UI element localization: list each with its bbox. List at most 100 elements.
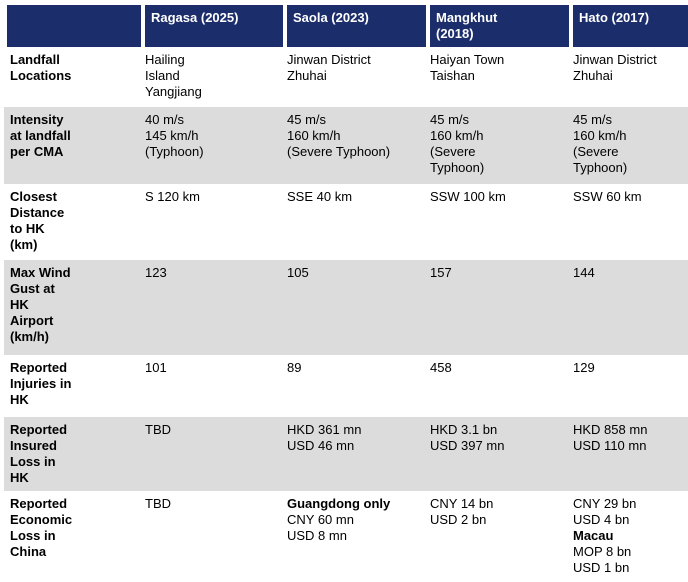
table-row: Closest Distance to HK (km) S 120 km SSE 40 k…: [4, 184, 688, 260]
row-label-line: Reported: [10, 422, 68, 437]
cell-line: USD 2 bn: [430, 512, 487, 527]
column-header-cell: Saola (2023): [283, 5, 426, 47]
row-header-cell: Landfall Locations: [4, 47, 141, 107]
cell-line: USD 46 mn: [287, 438, 355, 453]
cell-line: 123: [145, 265, 167, 280]
table-row: Max Wind Gust at HK Airport (km/h) 123 105 157 1…: [4, 260, 688, 355]
row-label-line: at landfall: [10, 128, 71, 143]
cell-line: Typhoon): [430, 160, 485, 175]
typhoon-comparison-table: Ragasa (2025) Saola (2023) Mangkhut (2018) H…: [0, 5, 688, 582]
row-label-line: Reported: [10, 496, 68, 511]
row-header-cell: Closest Distance to HK (km): [4, 184, 141, 260]
cell-line: Macau: [573, 528, 614, 543]
table-row: Landfall Locations Hailing Island Yangjiang J…: [4, 47, 688, 107]
cell-line: 101: [145, 360, 167, 375]
cell-line: 89: [287, 360, 302, 375]
cell-line: (Severe Typhoon): [287, 144, 391, 159]
cell-line: S 120 km: [145, 189, 200, 204]
cell-line: 458: [430, 360, 452, 375]
cell-line: Haiyan Town: [430, 52, 505, 67]
cell-line: USD 4 bn: [573, 512, 630, 527]
data-cell: TBD: [141, 491, 283, 582]
data-cell: 45 m/s 160 km/h (Severe Typhoon): [426, 107, 569, 184]
corner-cell: [7, 5, 141, 47]
cell-line: CNY 60 mn: [287, 512, 354, 527]
cell-line: MOP 8 bn: [573, 544, 632, 559]
column-header-label: Mangkhut: [436, 10, 498, 25]
column-header-cell: Ragasa (2025): [141, 5, 283, 47]
cell-line: SSW 100 km: [430, 189, 506, 204]
row-label-line: per CMA: [10, 144, 64, 159]
data-cell: HKD 858 mn USD 110 mn: [569, 417, 688, 491]
column-header-label: Saola (2023): [293, 10, 369, 25]
data-cell: SSE 40 km: [283, 184, 426, 260]
row-label-line: HK: [10, 470, 29, 485]
data-cell: 101: [141, 355, 283, 417]
cell-line: 160 km/h: [430, 128, 484, 143]
data-cell: Hailing Island Yangjiang: [141, 47, 283, 107]
cell-line: Jinwan District: [573, 52, 657, 67]
cell-line: 145 km/h: [145, 128, 199, 143]
cell-line: USD 8 mn: [287, 528, 347, 543]
column-header-cell: Mangkhut (2018): [426, 5, 569, 47]
data-cell: 105: [283, 260, 426, 355]
row-header-cell: Max Wind Gust at HK Airport (km/h): [4, 260, 141, 355]
row-header-cell: Reported Economic Loss in China: [4, 491, 141, 582]
cell-line: USD 110 mn: [573, 438, 647, 453]
cell-line: (Severe: [573, 144, 619, 159]
row-label-line: Loss in: [10, 454, 56, 469]
row-label-line: Distance: [10, 205, 65, 220]
row-header-cell: Intensity at landfall per CMA: [4, 107, 141, 184]
data-cell: 144: [569, 260, 688, 355]
cell-line: HKD 3.1 bn: [430, 422, 498, 437]
cell-line: Island: [145, 68, 180, 83]
cell-line: CNY 29 bn: [573, 496, 637, 511]
data-cell: 45 m/s 160 km/h (Severe Typhoon): [283, 107, 426, 184]
row-label-line: to HK: [10, 221, 45, 236]
data-cell: Guangdong only CNY 60 mn USD 8 mn: [283, 491, 426, 582]
row-label-line: Insured: [10, 438, 57, 453]
row-header-cell: Reported Insured Loss in HK: [4, 417, 141, 491]
cell-line: USD 397 mn: [430, 438, 505, 453]
row-label-line: Intensity: [10, 112, 64, 127]
data-cell: Jinwan District Zhuhai: [569, 47, 688, 107]
data-cell: HKD 3.1 bn USD 397 mn: [426, 417, 569, 491]
data-cell: 123: [141, 260, 283, 355]
cell-line: 45 m/s: [430, 112, 470, 127]
cell-line: SSE 40 km: [287, 189, 353, 204]
cell-line: 129: [573, 360, 595, 375]
data-cell: 458: [426, 355, 569, 417]
cell-line: HKD 858 mn: [573, 422, 648, 437]
row-label-line: Reported: [10, 360, 68, 375]
table-row: Intensity at landfall per CMA 40 m/s 145 km/…: [4, 107, 688, 184]
row-label-line: (km/h): [10, 329, 49, 344]
cell-line: Zhuhai: [287, 68, 327, 83]
row-label-line: Closest: [10, 189, 57, 204]
cell-line: Yangjiang: [145, 84, 202, 99]
row-label-line: Airport: [10, 313, 54, 328]
row-label-line: Max Wind: [10, 265, 71, 280]
data-cell: 129: [569, 355, 688, 417]
data-cell: CNY 14 bn USD 2 bn: [426, 491, 569, 582]
cell-line: 157: [430, 265, 452, 280]
cell-line: CNY 14 bn: [430, 496, 494, 511]
row-label-line: Landfall: [10, 52, 60, 67]
data-cell: SSW 60 km: [569, 184, 688, 260]
cell-line: 160 km/h: [573, 128, 627, 143]
data-cell: 89: [283, 355, 426, 417]
cell-line: Hailing: [145, 52, 185, 67]
row-label-line: Locations: [10, 68, 72, 83]
cell-line: 160 km/h: [287, 128, 341, 143]
row-label-line: Injuries in: [10, 376, 72, 391]
cell-line: 45 m/s: [287, 112, 327, 127]
cell-line: USD 1 bn: [573, 560, 630, 575]
column-header-label: Hato (2017): [579, 10, 650, 25]
cell-line: Jinwan District: [287, 52, 371, 67]
cell-line: 144: [573, 265, 595, 280]
data-cell: Jinwan District Zhuhai: [283, 47, 426, 107]
table-row: Reported Economic Loss in China TBD Guangdong…: [4, 491, 688, 582]
row-header-cell: Reported Injuries in HK: [4, 355, 141, 417]
cell-line: Typhoon): [573, 160, 628, 175]
data-cell: CNY 29 bn USD 4 bn Macau MOP 8 bn USD 1 bn: [569, 491, 688, 582]
table-header-row: Ragasa (2025) Saola (2023) Mangkhut (2018) H…: [7, 5, 688, 47]
